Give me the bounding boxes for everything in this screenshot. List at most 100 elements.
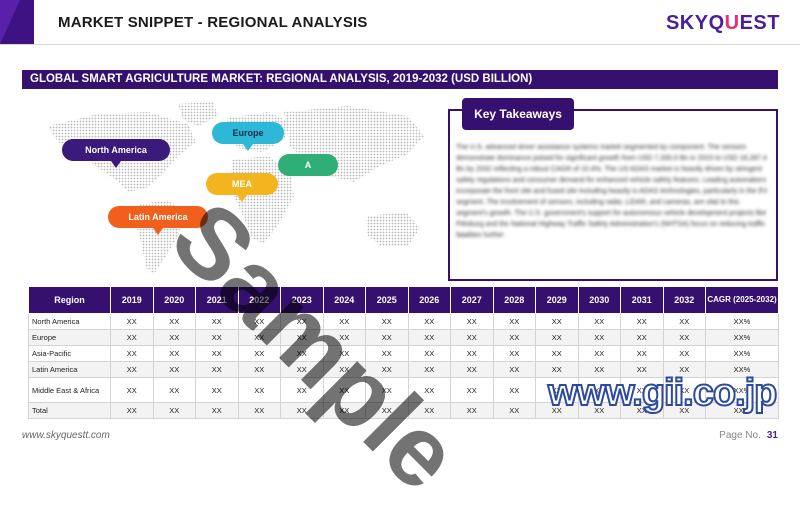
value-cell: XX [620,345,664,362]
col-header: 2022 [237,286,281,314]
value-cell: XX [492,361,536,378]
value-cell: XX [662,329,706,346]
value-cell: XX [195,313,239,330]
value-cell: XX [110,361,154,378]
australia-landmass [366,212,420,246]
source-watermark: www.gii.co.jp [547,371,778,415]
value-cell: XX [535,313,579,330]
value-cell: XX [152,377,196,403]
table-row: Middle East & Africa XX XX XX XX XX XX XX XX XX XX… [28,377,779,403]
col-header: 2031 [620,286,664,314]
value-cell: XX [365,329,409,346]
value-cell: XX [322,345,366,362]
col-header: Region [28,286,111,314]
value-cell: XX [620,313,664,330]
region-name-cell: Middle East & Africa [28,377,111,403]
value-cell: XX [450,377,494,403]
table-row: Asia-Pacific XX XX XX XX XX XX XX XX XX XX XX XX XX XX… [28,345,779,362]
value-cell: XX [237,313,281,330]
corner-accent-stripe [0,0,20,44]
col-header: 2028 [492,286,536,314]
region-name-cell: North America [28,313,111,330]
value-cell: XX [492,377,536,403]
value-cell: XX [237,345,281,362]
value-cell: XX [110,313,154,330]
value-cell: XX [407,313,451,330]
value-cell: XX [407,361,451,378]
key-takeaways-text: The U.S. advanced driver assistance syst… [456,144,768,239]
value-cell: XX [662,402,706,419]
value-cell: XX [280,329,324,346]
logo-end: EST [739,12,780,34]
map-label-mea: MEA [206,173,278,195]
value-cell: XX [280,361,324,378]
value-cell: XX [577,329,621,346]
value-cell: XX [577,345,621,362]
header-divider [0,44,800,45]
logo-accent: U [724,12,740,34]
value-cell: XX [237,361,281,378]
value-cell: XX [365,313,409,330]
value-cell: XX% [705,361,779,378]
region-name-cell: Asia-Pacific [28,345,111,362]
value-cell: XX [152,361,196,378]
col-header: 2032 [662,286,706,314]
col-header: 2027 [450,286,494,314]
value-cell: XX [450,313,494,330]
value-cell: XX [280,402,324,419]
value-cell: XX [535,377,579,403]
col-header: 2029 [535,286,579,314]
value-cell: XX [492,313,536,330]
table-row: North America XX XX XX XX XX XX XX XX XX XX XX XX XX X… [28,313,779,330]
col-header: 2024 [322,286,366,314]
value-cell: XX [662,361,706,378]
table-header-row: Region 2019 2020 2021 2022 2023 2024 202… [28,286,779,314]
value-cell: XX [662,345,706,362]
value-cell: XX% [705,329,779,346]
value-cell: XX [535,345,579,362]
value-cell: XX [620,329,664,346]
value-cell: XX [280,345,324,362]
regional-data-table: Region 2019 2020 2021 2022 2023 2024 202… [28,286,779,419]
value-cell: XX [492,329,536,346]
value-cell: XX% [705,402,779,419]
value-cell: XX [322,377,366,403]
value-cell: XX [365,377,409,403]
value-cell: XX [407,377,451,403]
map-pointer-mea [237,195,247,202]
value-cell: XX [110,377,154,403]
value-cell: XX [280,377,324,403]
value-cell: XX [365,402,409,419]
col-header: 2021 [195,286,239,314]
logo-main: SKYQ [665,12,725,34]
greenland-landmass [178,102,218,126]
col-header: 2023 [280,286,324,314]
value-cell: XX [577,402,621,419]
value-cell: XX [152,329,196,346]
region-name-cell: Latin America [28,361,111,378]
map-label-latin-america: Latin America [108,206,208,228]
skyquest-logo: SKYQUEST [666,12,780,35]
value-cell: XX [492,345,536,362]
footer-website[interactable]: www.skyquestt.com [22,430,110,441]
value-cell: XX [110,329,154,346]
map-pointer-europe [243,144,253,151]
value-cell: XX [195,345,239,362]
key-takeaways-title: Key Takeaways [462,98,574,130]
value-cell: XX [620,402,664,419]
value-cell: XX [407,402,451,419]
key-takeaways-panel [448,109,778,281]
table-row: Europe XX XX XX XX XX XX XX XX XX XX XX XX XX XX XX% [28,329,779,346]
col-header: 2026 [407,286,451,314]
value-cell: XX [237,377,281,403]
value-cell: XX [662,313,706,330]
value-cell: XX [450,402,494,419]
value-cell: XX [407,345,451,362]
value-cell: XX [577,313,621,330]
col-header: 2020 [152,286,196,314]
section-title: GLOBAL SMART AGRICULTURE MARKET: REGIONA… [22,70,778,89]
value-cell: XX [280,313,324,330]
value-cell: XX [195,329,239,346]
value-cell: XX [450,329,494,346]
value-cell: XX [152,402,196,419]
